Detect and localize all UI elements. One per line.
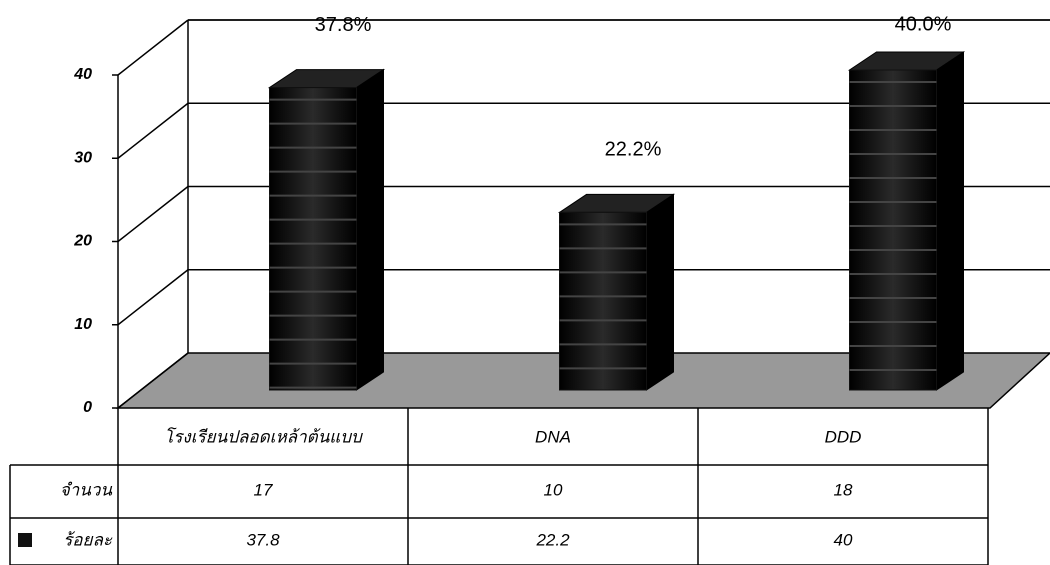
data-label: 40.0% [895,13,952,35]
category-label: โรงเรียนปลอดเหล้าต้นแบบ [164,426,363,446]
table-value: 10 [544,480,563,499]
y-tick-label: 30 [74,149,92,166]
grid-line [117,19,189,76]
table-value: 18 [834,480,853,499]
bar [849,69,937,391]
grid-line [117,185,189,243]
y-tick-label: 10 [74,316,92,333]
data-label: 22.2% [605,139,662,161]
row-label: ร้อยละ [63,530,113,549]
grid-line [117,102,189,159]
category-label: DNA [535,427,571,446]
bar [269,87,357,391]
table-value: 17 [254,480,273,499]
bar-side [646,193,674,391]
grid-line [117,269,189,326]
y-tick-label: 40 [73,66,92,83]
y-tick-label: 0 [83,399,92,416]
category-label: DDD [825,427,862,446]
data-table: จำนวน ร้อยละ [9,408,989,565]
legend-key [18,533,32,547]
bar-side [936,51,964,391]
data-label: 37.8% [315,14,372,36]
y-tick-label: 20 [73,233,92,250]
bar-side [356,68,384,391]
row-label: จำนวน [60,480,113,499]
grid-line [117,352,189,409]
table-value: 37.8 [246,530,280,549]
table-value: 40 [834,530,853,549]
bar [559,211,647,391]
table-value: 22.2 [535,530,570,549]
